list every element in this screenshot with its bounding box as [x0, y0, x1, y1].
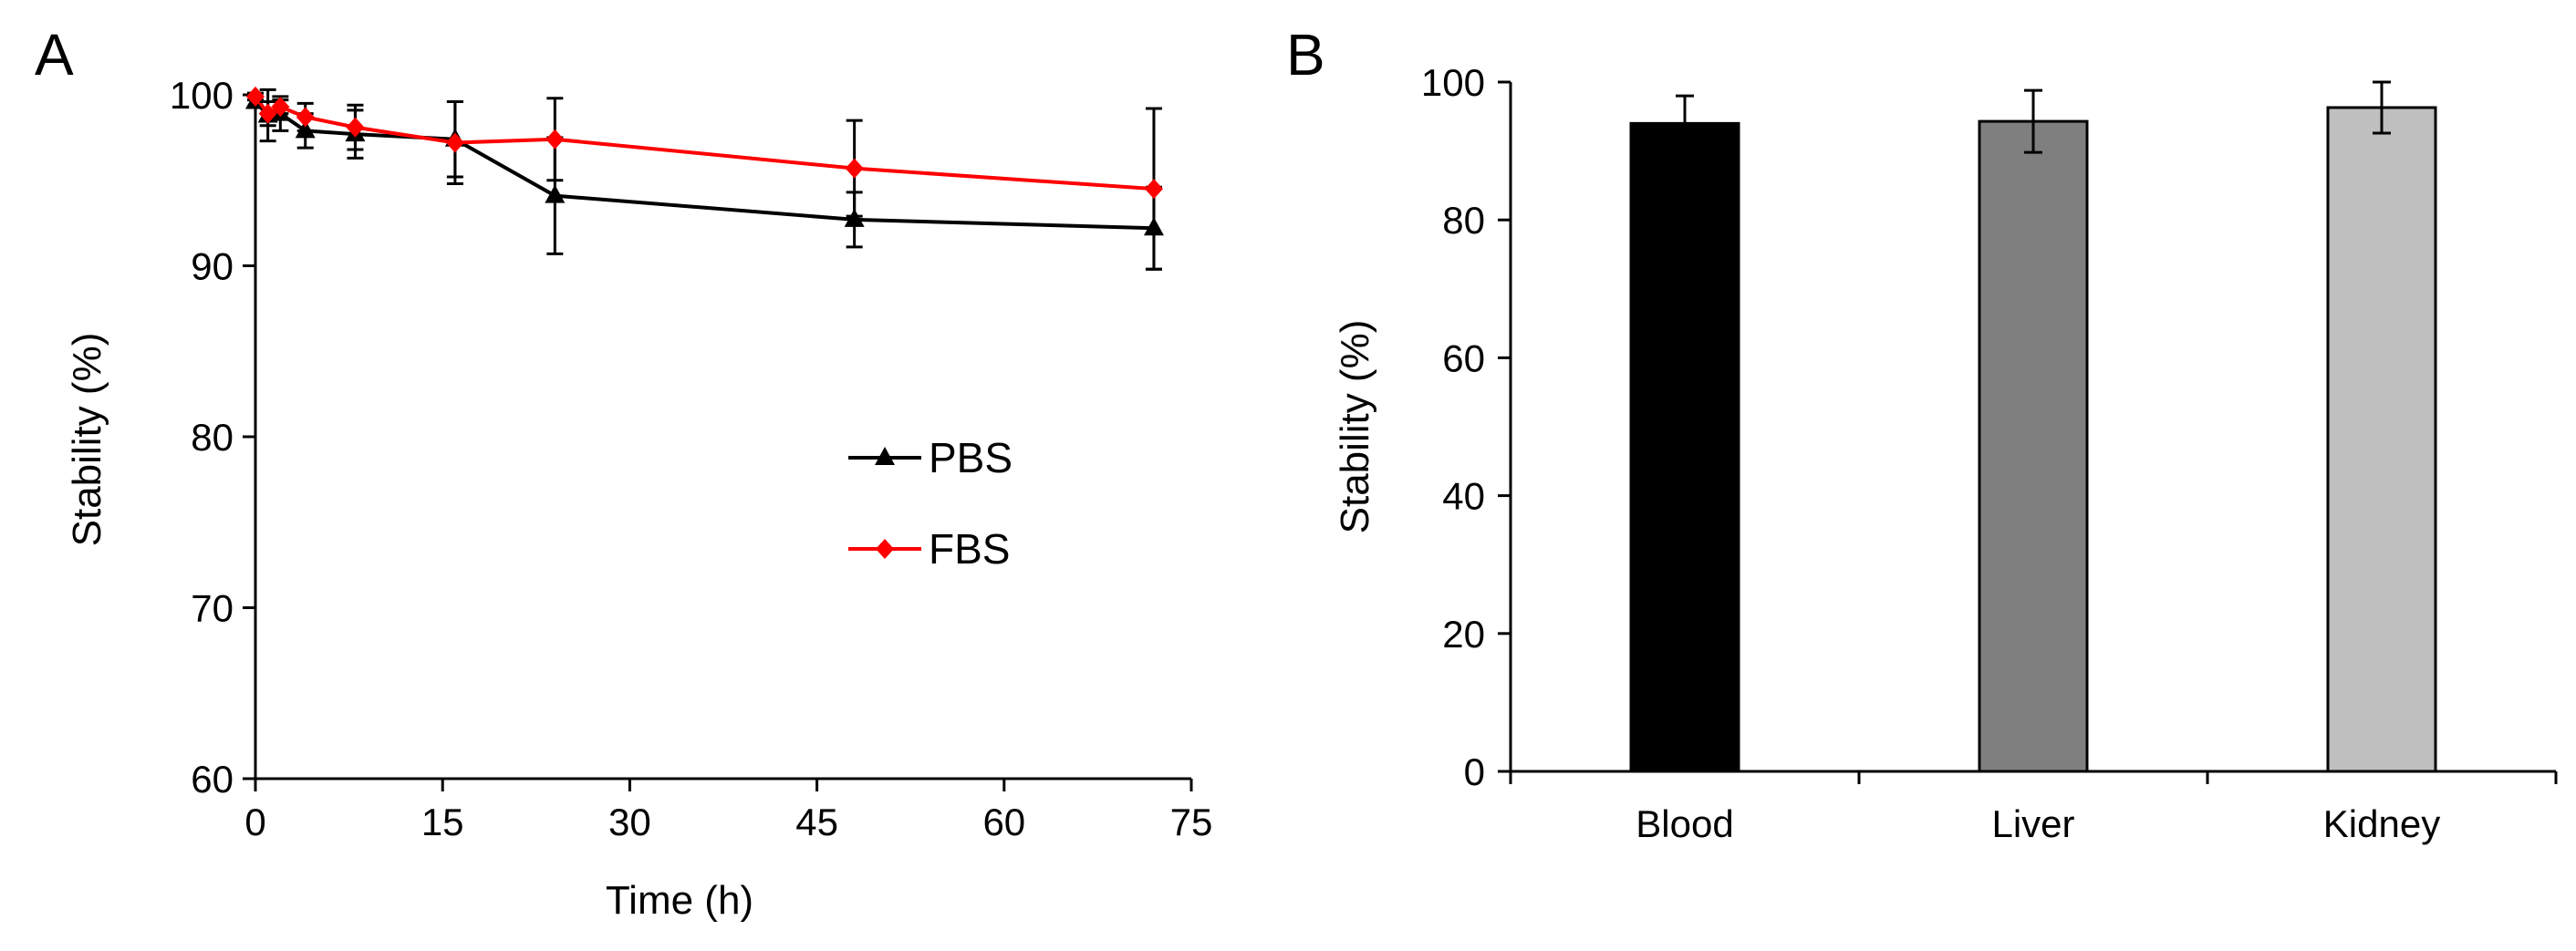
- panel-b-y-tick-label: 80: [1442, 199, 1485, 242]
- panel-a-y-tick-label: 90: [191, 245, 234, 288]
- panel-b-y-tick-label: 60: [1442, 336, 1485, 379]
- series-line-pbs: [254, 100, 1155, 231]
- panel-a-x-tick-label: 75: [1170, 801, 1213, 843]
- panel-b-y-tick-label: 40: [1442, 475, 1485, 518]
- data-point-fbs: [545, 129, 565, 150]
- panel-a-x-tick-label: 15: [421, 801, 464, 843]
- panel-b-category-label-kidney: Kidney: [2323, 802, 2440, 845]
- bar-liver: [1978, 119, 2089, 773]
- data-point-pbs: [844, 208, 865, 227]
- data-point-fbs: [271, 97, 290, 118]
- panel-b-y-tick-label: 0: [1464, 750, 1485, 793]
- panel-a-y-tick-label: 60: [191, 758, 234, 801]
- panel-a-y-tick-label: 100: [170, 74, 234, 117]
- bar-blood: [1629, 121, 1740, 773]
- panel-a-x-tick-label: 0: [244, 801, 265, 843]
- panel-a-y-tick-label: 80: [191, 416, 234, 459]
- data-point-fbs: [445, 132, 464, 153]
- legend-label-fbs: FBS: [929, 525, 1010, 573]
- data-point-fbs: [346, 117, 365, 138]
- panel-a: A Stability (%) Time (h) 60 70 80 90 100 0 15 3…: [35, 22, 1212, 923]
- legend-marker-fbs: [876, 539, 894, 559]
- panel-b-y-axis-title: Stability (%): [1333, 320, 1377, 534]
- data-point-fbs: [246, 86, 265, 107]
- data-point-fbs: [258, 103, 277, 124]
- series-line-fbs: [254, 95, 1155, 191]
- panel-b-label: B: [1286, 22, 1325, 88]
- panel-b-category-label-blood: Blood: [1636, 802, 1733, 845]
- panel-a-x-tick-label: 45: [795, 801, 838, 843]
- panel-a-y-tick-label: 70: [191, 587, 234, 630]
- panel-a-x-tick-label: 60: [982, 801, 1025, 843]
- data-point-pbs: [545, 184, 566, 203]
- panel-b-y-tick-label: 100: [1421, 61, 1485, 104]
- panel-a-x-axis-title: Time (h): [606, 878, 753, 923]
- panel-a-x-tick-label: 30: [608, 801, 651, 843]
- panel-b-category-label-liver: Liver: [1991, 802, 2074, 845]
- panel-a-label: A: [35, 22, 74, 88]
- panel-b-y-tick-label: 20: [1442, 613, 1485, 656]
- legend-label-pbs: PBS: [929, 434, 1013, 481]
- legend-marker-pbs: [875, 447, 895, 465]
- data-point-fbs: [296, 107, 315, 128]
- panel-a-y-axis-title: Stability (%): [65, 333, 109, 547]
- data-point-fbs: [845, 158, 864, 179]
- panel-b: B Stability (%) 0 20 40 60 80 100 Blood Liver Ki…: [1286, 22, 2558, 845]
- bar-kidney: [2326, 106, 2437, 773]
- data-point-fbs: [1144, 179, 1163, 200]
